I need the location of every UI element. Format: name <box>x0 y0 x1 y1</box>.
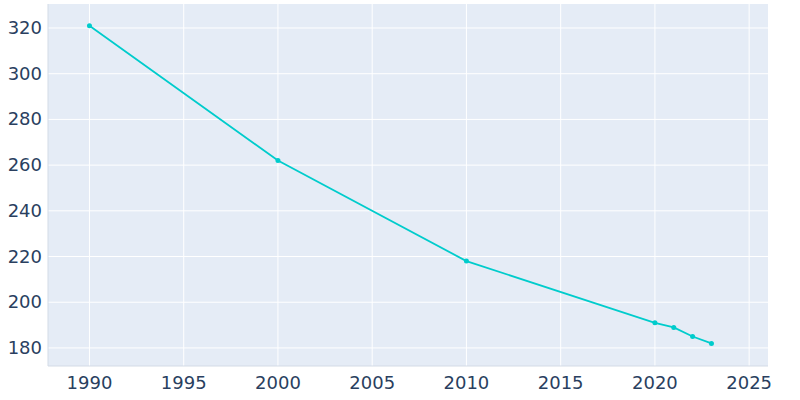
x-grid-line <box>654 4 655 366</box>
y-grid-line <box>48 210 768 211</box>
plot-marks <box>87 23 714 346</box>
marker <box>464 259 469 264</box>
y-grid-line <box>48 256 768 257</box>
x-axis-line <box>48 366 768 367</box>
x-tick-label: 1990 <box>67 372 113 393</box>
y-tick-label: 220 <box>8 246 42 267</box>
y-tick-label: 180 <box>8 337 42 358</box>
marker <box>690 334 695 339</box>
x-grid-line <box>277 4 278 366</box>
y-grid-line <box>48 347 768 348</box>
y-tick-label: 280 <box>8 108 42 129</box>
x-tick-label: 2005 <box>349 372 395 393</box>
y-grid-line <box>48 165 768 166</box>
y-axis-line <box>48 4 49 366</box>
marker <box>671 325 676 330</box>
x-grid-line <box>749 4 750 366</box>
marker <box>652 320 657 325</box>
y-grid-line <box>48 119 768 120</box>
x-tick-label: 2010 <box>444 372 490 393</box>
y-tick-label: 240 <box>8 200 42 221</box>
y-grid-line <box>48 302 768 303</box>
x-tick-label: 2000 <box>255 372 301 393</box>
y-grid-line <box>48 27 768 28</box>
y-tick-label: 200 <box>8 291 42 312</box>
x-tick-label: 2020 <box>632 372 678 393</box>
line <box>89 26 711 344</box>
x-grid-line <box>183 4 184 366</box>
x-grid-line <box>89 4 90 366</box>
marker <box>709 341 714 346</box>
plot-background <box>48 4 768 366</box>
x-grid-line <box>466 4 467 366</box>
x-grid-line <box>560 4 561 366</box>
marker <box>87 23 92 28</box>
chart: 1990 1995 2000 2005 2010 2015 2020 2025 180 200 22… <box>0 0 800 400</box>
y-tick-label: 300 <box>8 63 42 84</box>
x-grid-line <box>372 4 373 366</box>
x-tick-label: 2015 <box>538 372 584 393</box>
x-tick-label: 2025 <box>726 372 772 393</box>
marker <box>275 158 280 163</box>
x-tick-label: 1995 <box>161 372 207 393</box>
y-tick-label: 260 <box>8 154 42 175</box>
y-tick-label: 320 <box>8 17 42 38</box>
